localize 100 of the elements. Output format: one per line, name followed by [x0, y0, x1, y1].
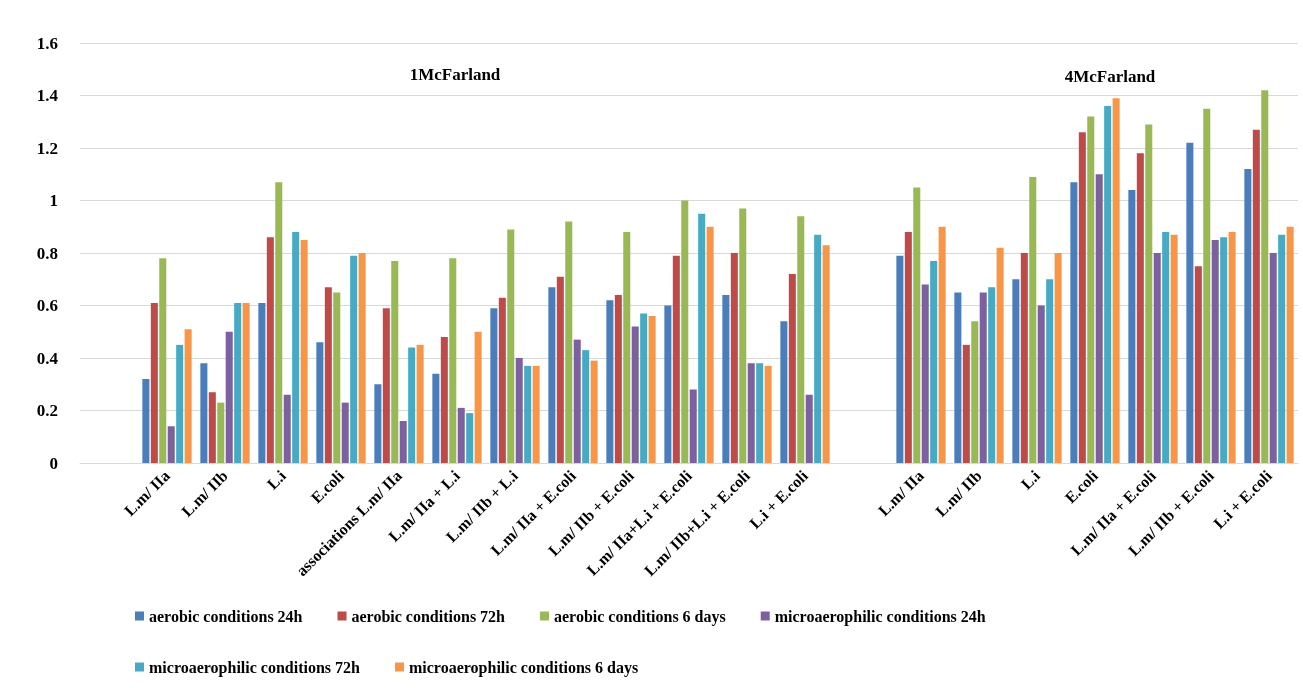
bar — [217, 402, 225, 463]
y-tick-label: 1.6 — [36, 33, 58, 53]
bar — [548, 287, 556, 463]
bar — [275, 182, 283, 463]
bar — [225, 331, 233, 463]
bar — [1228, 232, 1236, 463]
y-tick-label: 1.4 — [36, 86, 59, 105]
y-tick-label: 1.2 — [36, 138, 58, 158]
bar — [159, 258, 167, 463]
legend-label: aerobic conditions 24h — [149, 607, 303, 625]
legend-label: microaerophilic conditions 6 days — [408, 658, 639, 677]
bar — [631, 326, 639, 463]
bar — [582, 350, 590, 463]
y-tick-label: 0.8 — [36, 243, 58, 263]
bar — [266, 237, 274, 463]
bar — [258, 302, 266, 463]
bar — [938, 226, 946, 463]
bar — [556, 276, 564, 463]
bar — [358, 253, 366, 463]
bar — [921, 284, 929, 463]
bar — [648, 316, 656, 463]
bar — [1278, 234, 1286, 463]
bar — [408, 347, 416, 463]
bar — [498, 297, 506, 463]
bar — [1054, 253, 1062, 463]
bar — [988, 287, 996, 463]
bar — [515, 358, 523, 463]
annotation: 4McFarland — [1064, 67, 1156, 86]
y-tick-label: 0.4 — [36, 348, 59, 368]
x-tick-label: L.i — [263, 466, 290, 493]
bar — [1087, 116, 1095, 463]
bar — [623, 232, 631, 463]
bar — [896, 255, 904, 463]
bar — [1020, 253, 1028, 463]
bar — [962, 344, 970, 463]
bar — [399, 421, 407, 463]
legend-label: aerobic conditions 72h — [351, 607, 506, 625]
bar — [524, 365, 532, 463]
bar — [1261, 90, 1269, 463]
bar — [333, 292, 341, 463]
bar — [756, 363, 764, 463]
bar — [1220, 237, 1228, 463]
bar — [1252, 129, 1260, 463]
bar — [1104, 106, 1112, 463]
bar — [1269, 253, 1277, 463]
bar — [490, 308, 498, 463]
bar — [1186, 142, 1194, 463]
legend-label: microaerophilic conditions 24h — [774, 607, 986, 626]
bar — [440, 337, 448, 463]
bar — [1070, 182, 1078, 463]
bar — [532, 365, 540, 463]
bar — [1170, 234, 1178, 463]
bar — [904, 232, 912, 463]
bar — [814, 234, 822, 463]
bar — [474, 331, 482, 463]
bar — [780, 321, 788, 463]
bar — [391, 260, 399, 463]
bar — [954, 292, 962, 463]
y-tick-label: 0 — [49, 453, 58, 473]
bar — [739, 208, 747, 463]
bar — [1029, 176, 1037, 463]
bar — [150, 302, 158, 463]
bar — [1112, 98, 1120, 463]
bar — [930, 260, 938, 463]
bar — [672, 255, 680, 463]
bar — [382, 308, 390, 463]
bar — [1128, 190, 1136, 463]
bar — [300, 239, 308, 463]
bar — [979, 292, 987, 463]
bar — [1012, 279, 1020, 463]
bar — [590, 360, 598, 463]
y-tick-label: 0.6 — [36, 296, 58, 315]
bar — [324, 287, 332, 463]
bar — [698, 213, 706, 463]
bar — [142, 379, 150, 463]
bar — [316, 342, 324, 463]
bar — [805, 394, 813, 463]
bar — [1244, 169, 1252, 463]
bar — [283, 394, 291, 463]
bar — [1203, 108, 1211, 463]
bar — [971, 321, 979, 463]
bar — [449, 258, 457, 463]
bar — [176, 344, 184, 463]
bar — [689, 389, 697, 463]
x-tick-label: L.i — [1017, 466, 1044, 493]
bar — [1046, 279, 1054, 463]
bar — [1145, 124, 1153, 463]
bar — [640, 313, 648, 463]
bar — [416, 344, 424, 463]
bar — [1211, 239, 1219, 463]
bar — [234, 302, 242, 463]
legend-label: microaerophilic conditions 72h — [149, 658, 361, 677]
bar — [996, 247, 1004, 463]
bar — [1194, 266, 1202, 463]
legend-label: aerobic conditions 6 days — [554, 607, 726, 626]
bar — [457, 407, 465, 463]
bar — [706, 226, 714, 463]
bar — [747, 363, 755, 463]
bar — [565, 221, 573, 463]
y-tick-label: 0.2 — [36, 401, 58, 420]
